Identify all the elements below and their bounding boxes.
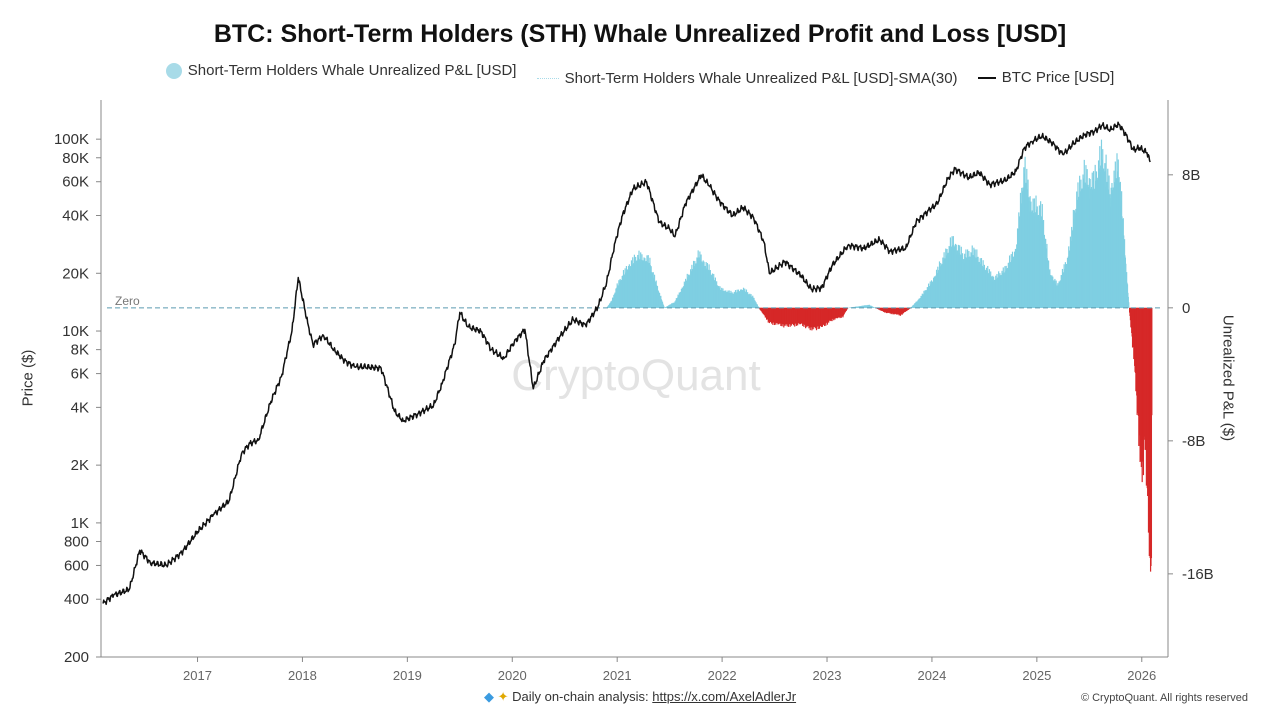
left-tick-label: 800: [64, 533, 89, 550]
left-tick-label: 4K: [71, 399, 89, 416]
legend-label-pnl: Short-Term Holders Whale Unrealized P&L …: [187, 62, 517, 79]
left-tick-label: 200: [64, 649, 89, 666]
x-tick-label: 2023: [813, 668, 842, 683]
left-tick-label: 60K: [62, 174, 89, 191]
watermark: CryptoQuant: [511, 351, 760, 400]
raised-hands-icon: ✦: [497, 689, 509, 704]
left-tick-label: 20K: [62, 265, 89, 282]
right-axis-ticks: 8B 0 -8B -16B: [1168, 167, 1214, 583]
legend: Short-Term Holders Whale Unrealized P&L …: [0, 62, 1280, 87]
btc-price-line: [102, 121, 1151, 606]
left-tick-label: 8K: [71, 342, 89, 359]
x-tick-label: 2021: [603, 668, 632, 683]
left-tick-label: 80K: [62, 150, 89, 167]
x-tick-label: 2017: [183, 668, 212, 683]
left-tick-label: 600: [64, 557, 89, 574]
x-tick-label: 2020: [498, 668, 527, 683]
right-axis-title: Unrealized P&L ($): [1219, 314, 1237, 442]
footer-link[interactable]: https://x.com/AxelAdlerJr: [652, 689, 797, 704]
left-tick-label: 2K: [71, 457, 89, 474]
left-tick-label: 40K: [62, 208, 89, 225]
legend-label-pnl-sma: Short-Term Holders Whale Unrealized P&L …: [564, 69, 958, 87]
right-tick-label: -8B: [1182, 433, 1205, 450]
legend-item-price[interactable]: BTC Price [USD]: [977, 69, 1115, 86]
x-axis-ticks: 2017 2018 2019 2020 2021 2022 2023 2024 2025 2026: [183, 657, 1156, 683]
legend-swatch-price: [977, 76, 996, 79]
right-tick-label: -16B: [1182, 566, 1214, 583]
x-tick-label: 2019: [393, 668, 422, 683]
legend-swatch-pnl-sma: [536, 77, 559, 79]
price-series: [102, 121, 1151, 606]
legend-swatch-pnl: [165, 62, 182, 79]
footer-text: Daily on-chain analysis:: [512, 689, 653, 704]
right-tick-label: 0: [1182, 300, 1190, 317]
x-tick-label: 2026: [1127, 668, 1156, 683]
left-axis-title: Price ($): [19, 349, 37, 407]
copyright: © CryptoQuant. All rights reserved: [1080, 692, 1248, 704]
left-tick-label: 1K: [71, 515, 89, 532]
left-tick-label: 10K: [62, 323, 89, 340]
legend-label-price: BTC Price [USD]: [1001, 69, 1115, 86]
x-tick-label: 2022: [708, 668, 737, 683]
zero-line-label: Zero: [115, 294, 140, 308]
legend-item-pnl[interactable]: Short-Term Holders Whale Unrealized P&L …: [165, 62, 517, 79]
x-tick-label: 2018: [288, 668, 317, 683]
diamond-icon: ◆: [483, 689, 494, 704]
left-tick-label: 100K: [54, 131, 89, 148]
footer: ◆ ✦ Daily on-chain analysis: https://x.c…: [0, 689, 1280, 705]
left-tick-label: 6K: [71, 366, 89, 383]
chart-title: BTC: Short-Term Holders (STH) Whale Unre…: [213, 20, 1067, 48]
pnl-series: [606, 139, 1153, 572]
x-tick-label: 2024: [917, 668, 946, 683]
x-tick-label: 2025: [1022, 668, 1051, 683]
right-tick-label: 8B: [1182, 167, 1200, 184]
legend-item-pnl-sma[interactable]: Short-Term Holders Whale Unrealized P&L …: [536, 69, 958, 87]
left-tick-label: 400: [64, 591, 89, 608]
